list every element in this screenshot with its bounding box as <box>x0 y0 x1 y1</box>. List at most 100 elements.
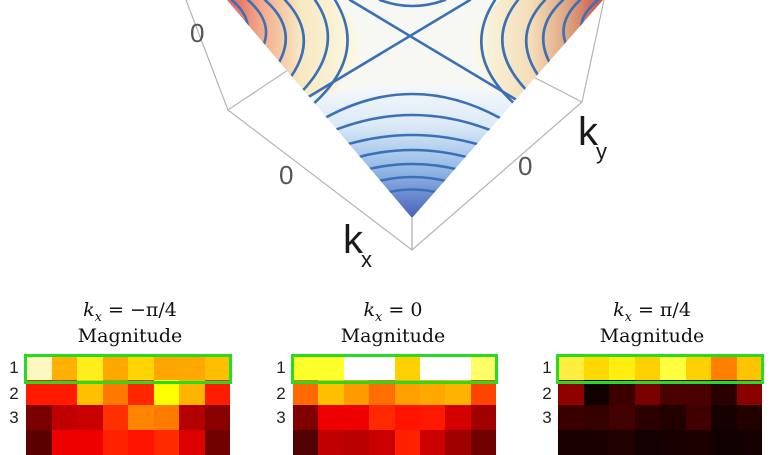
heatmap-grid <box>293 355 496 455</box>
row-label-3: 3 <box>276 408 286 427</box>
heatmap-cell <box>318 430 344 455</box>
heatmap-cell <box>293 355 319 380</box>
heatmap-cell <box>343 355 370 380</box>
heatmap-cell <box>369 430 395 455</box>
row-label-1: 1 <box>276 358 286 377</box>
heatmap-cell <box>634 380 660 405</box>
heatmap-cell <box>26 355 52 380</box>
heatmap-cell <box>558 380 584 405</box>
heatmap-cell <box>102 430 128 455</box>
heatmap-cell <box>77 405 103 430</box>
heatmap-cell <box>470 380 496 405</box>
row-label-1: 1 <box>9 358 19 377</box>
heatmap-cell <box>343 405 370 430</box>
kx-axis-tick-zero: 0 <box>279 160 294 190</box>
heatmap-cell <box>394 355 420 380</box>
heatmap-cell <box>445 430 471 455</box>
heatmap-cell <box>736 405 762 430</box>
heatmap-cell <box>445 405 471 430</box>
heatmap-cell <box>204 380 230 405</box>
heatmap-cell <box>660 430 686 455</box>
heatmap-cell <box>660 355 686 380</box>
heatmap-cell <box>179 405 205 430</box>
heatmap-cell <box>685 380 711 405</box>
heatmap-cell <box>736 430 762 455</box>
heatmap-cell <box>179 355 205 380</box>
row-label-1: 1 <box>542 358 552 377</box>
kx-axis-label: kx <box>343 218 372 272</box>
panel-title: kx = −π/4 <box>83 299 177 325</box>
row-label-2: 2 <box>276 384 286 403</box>
heatmap-cell <box>558 430 584 455</box>
panel-subtitle: Magnitude <box>599 325 705 347</box>
panel-title: kx = 0 <box>363 299 423 325</box>
row-label-2: 2 <box>9 384 19 403</box>
heatmap-cell <box>711 355 737 380</box>
heatmap-cell <box>445 380 471 405</box>
heatmap-cell <box>26 430 52 455</box>
z-axis-tick-zero: 0 <box>190 18 205 48</box>
row-label-3: 3 <box>542 408 552 427</box>
heatmap-cell <box>470 430 496 455</box>
heatmap-cell <box>369 380 395 405</box>
heatmap-cell <box>369 405 395 430</box>
heatmap-cell <box>318 380 344 405</box>
heatmap-cell <box>634 355 660 380</box>
heatmap-cell <box>128 380 154 405</box>
heatmap-cell <box>369 355 395 380</box>
heatmap-cell <box>153 430 179 455</box>
heatmap-cell <box>634 430 660 455</box>
heatmap-cell <box>51 380 77 405</box>
heatmap-cell <box>394 380 420 405</box>
heatmap-cell <box>318 355 344 380</box>
heatmap-cell <box>419 355 446 380</box>
heatmap-cell <box>711 405 737 430</box>
heatmap-cell <box>128 405 154 430</box>
heatmap-cell <box>470 355 496 380</box>
heatmap-cell <box>128 430 154 455</box>
heatmap-cell <box>394 405 420 430</box>
heatmap-cell <box>419 380 446 405</box>
heatmap-panel-neg-pi-4: kx = −π/4 Magnitude 1 2 3 <box>0 296 260 455</box>
heatmap-cell <box>293 380 319 405</box>
heatmap-cell <box>583 380 609 405</box>
heatmap-cell <box>179 380 205 405</box>
heatmap-cell <box>293 430 319 455</box>
heatmap-cell <box>26 380 52 405</box>
heatmap-cell <box>419 430 446 455</box>
heatmap-cell <box>470 405 496 430</box>
heatmap-cell <box>343 430 370 455</box>
heatmap-cell <box>318 405 344 430</box>
heatmap-cell <box>685 405 711 430</box>
heatmap-cell <box>736 380 762 405</box>
heatmap-cell <box>102 380 128 405</box>
heatmap-cell <box>26 405 52 430</box>
heatmap-cell <box>179 430 205 455</box>
row-label-3: 3 <box>9 408 19 427</box>
heatmap-panel-pi-4: kx = π/4 Magnitude 1 2 3 <box>527 296 777 455</box>
heatmap-cell <box>583 355 609 380</box>
ky-axis-label: ky <box>578 110 607 164</box>
heatmap-cell <box>128 355 154 380</box>
heatmap-cell <box>711 430 737 455</box>
heatmap-cell <box>609 355 635 380</box>
heatmap-cell <box>685 430 711 455</box>
heatmap-cell <box>736 355 762 380</box>
heatmap-cell <box>660 405 686 430</box>
heatmap-cell <box>583 405 609 430</box>
heatmap-cell <box>51 405 77 430</box>
heatmap-cell <box>77 380 103 405</box>
heatmap-cell <box>153 380 179 405</box>
heatmap-cell <box>419 405 446 430</box>
heatmap-cell <box>445 355 471 380</box>
heatmap-cell <box>558 405 584 430</box>
heatmap-cell <box>51 430 77 455</box>
heatmap-cell <box>634 405 660 430</box>
heatmap-cell <box>609 430 635 455</box>
heatmap-panel-zero: kx = 0 Magnitude 1 2 3 <box>263 296 523 455</box>
heatmap-cell <box>204 355 230 380</box>
heatmap-cell <box>558 355 584 380</box>
heatmap-cell <box>153 355 179 380</box>
heatmap-cell <box>609 380 635 405</box>
row-label-2: 2 <box>542 384 552 403</box>
